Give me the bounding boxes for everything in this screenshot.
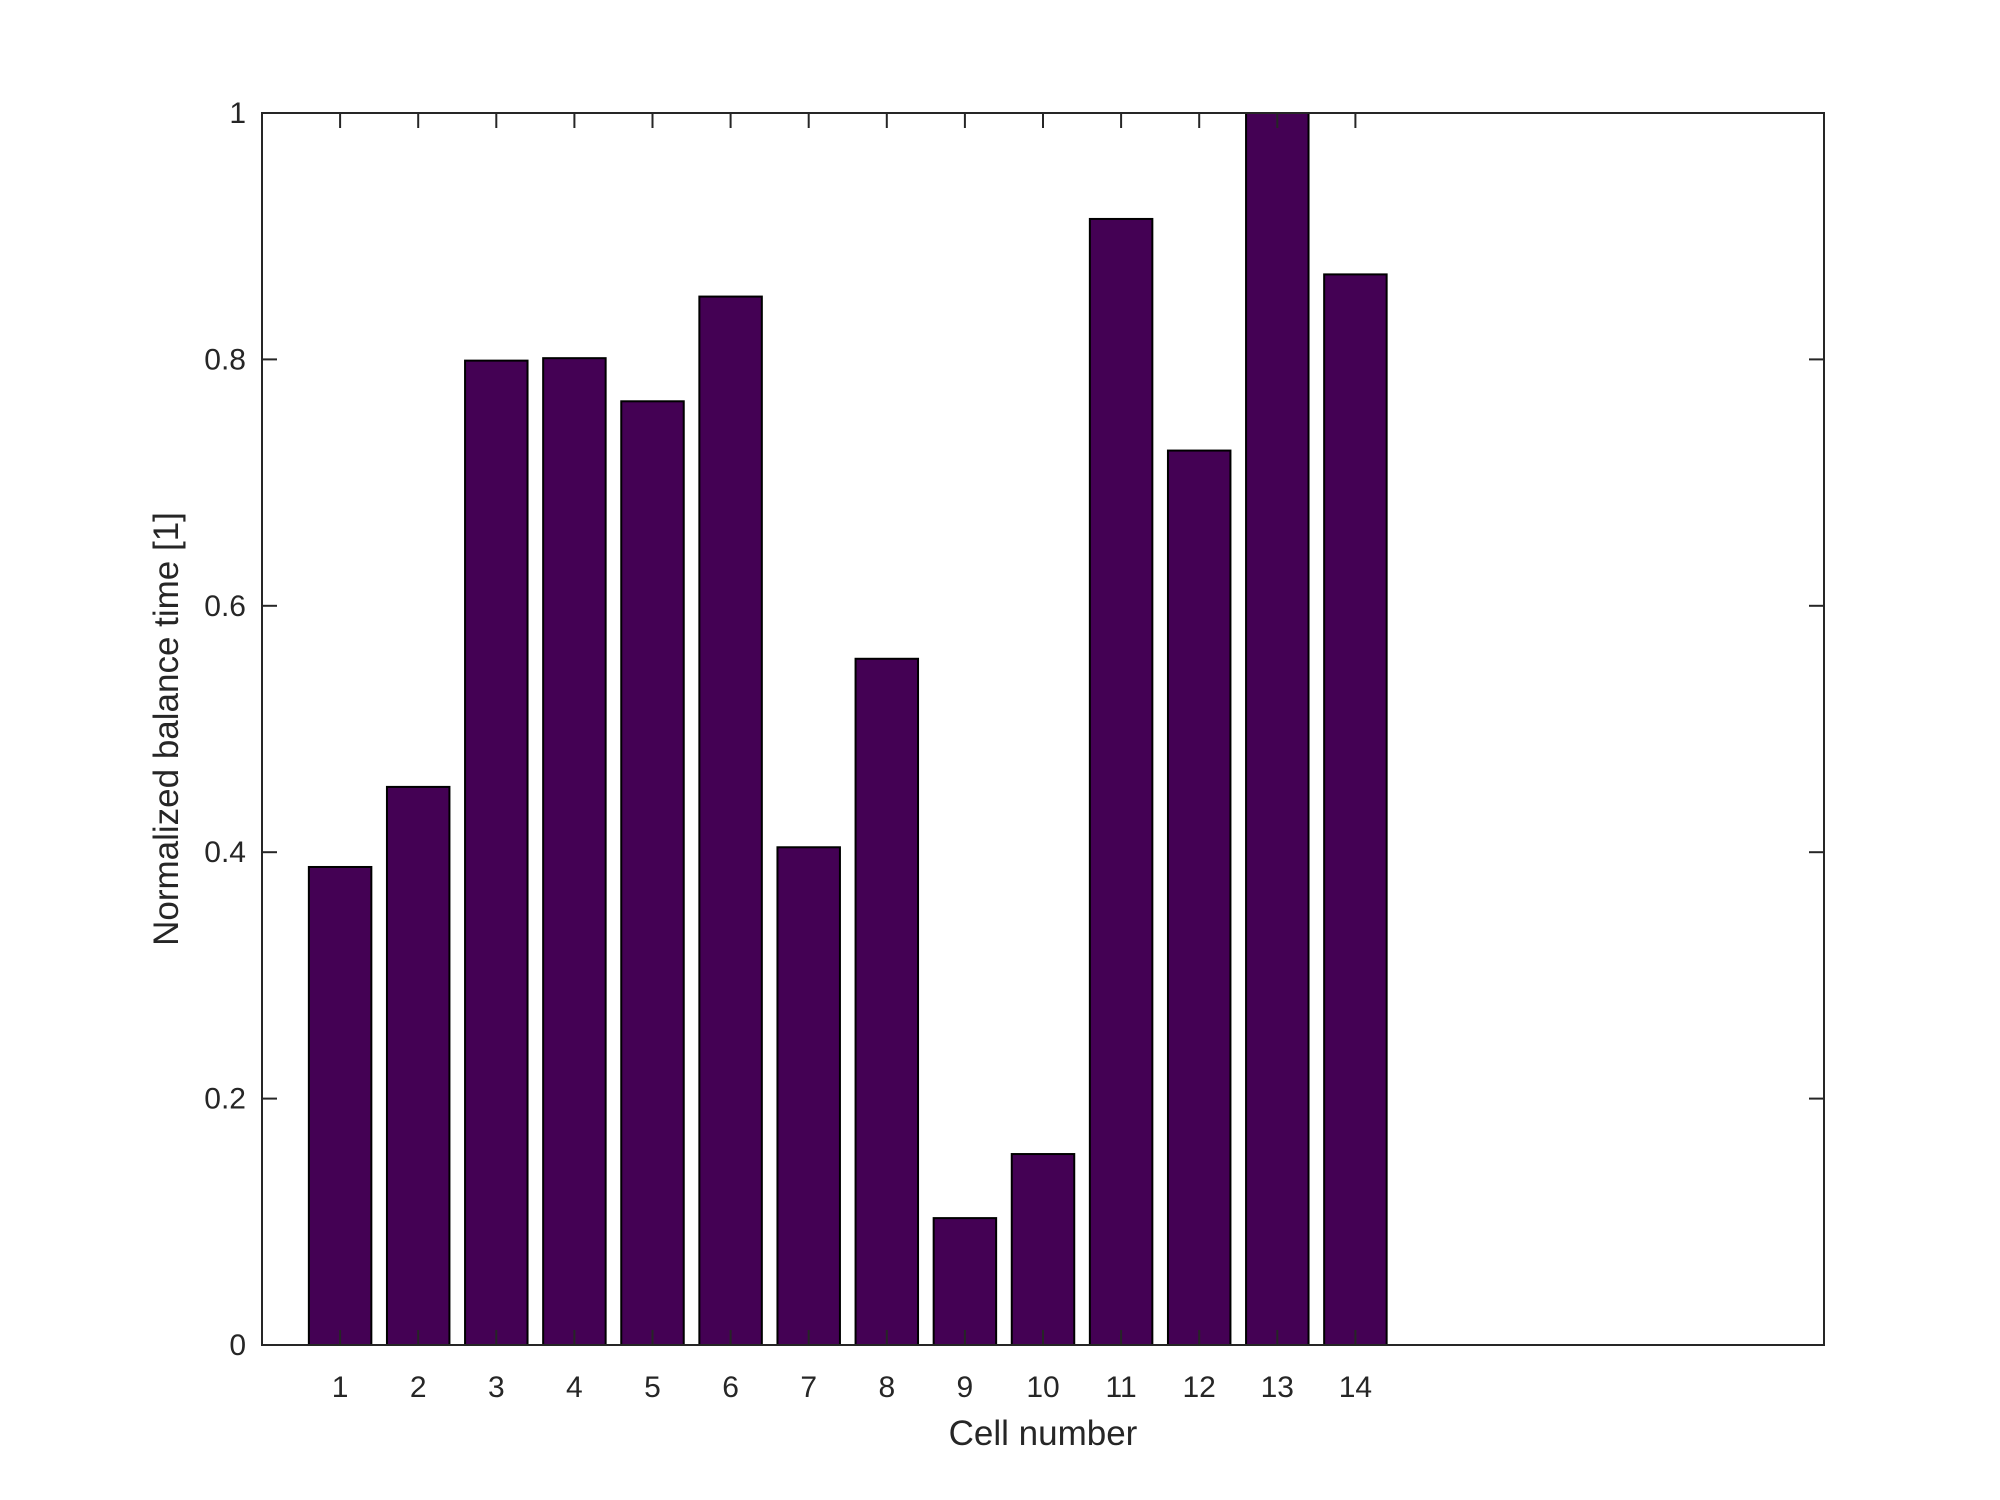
bar <box>1166 449 1232 1346</box>
y-axis-label: Normalized balance time [1] <box>147 512 186 946</box>
bar <box>464 359 529 1346</box>
axes-box <box>261 112 1825 1346</box>
x-tick-label: 13 <box>1261 1371 1294 1404</box>
x-tick-label: 8 <box>878 1371 895 1404</box>
bar <box>385 785 451 1346</box>
y-tick-label: 0.4 <box>204 836 246 869</box>
bar <box>1323 273 1388 1347</box>
x-tick-label: 14 <box>1339 1371 1372 1404</box>
y-tick-label: 0.6 <box>204 590 246 623</box>
x-tick-label: 12 <box>1183 1371 1216 1404</box>
bar <box>620 400 685 1346</box>
bar <box>307 865 373 1346</box>
y-tick-label: 0 <box>229 1329 246 1362</box>
bar <box>776 846 841 1346</box>
x-tick-label: 5 <box>644 1371 661 1404</box>
x-tick-label: 7 <box>800 1371 817 1404</box>
bar <box>854 657 920 1346</box>
bar <box>1245 112 1310 1346</box>
bars-group <box>307 112 1388 1347</box>
bar <box>698 295 763 1346</box>
x-tick-label: 11 <box>1106 1371 1137 1404</box>
y-tick-label: 1 <box>229 97 246 130</box>
x-tick-label: 9 <box>957 1371 974 1404</box>
x-tick-label: 3 <box>488 1371 505 1404</box>
x-tick-label: 1 <box>332 1371 349 1404</box>
bar <box>1088 217 1154 1346</box>
y-tick-label: 0.8 <box>204 343 246 376</box>
x-tick-label: 2 <box>410 1371 427 1404</box>
x-axis-label: Cell number <box>949 1414 1138 1453</box>
bar <box>1010 1153 1076 1347</box>
x-tick-label: 6 <box>722 1371 739 1404</box>
x-tick-label: 4 <box>566 1371 583 1404</box>
x-tick-label: 10 <box>1026 1371 1059 1404</box>
bar <box>932 1217 998 1346</box>
bar <box>542 357 607 1346</box>
y-tick-label: 0.2 <box>204 1083 246 1116</box>
